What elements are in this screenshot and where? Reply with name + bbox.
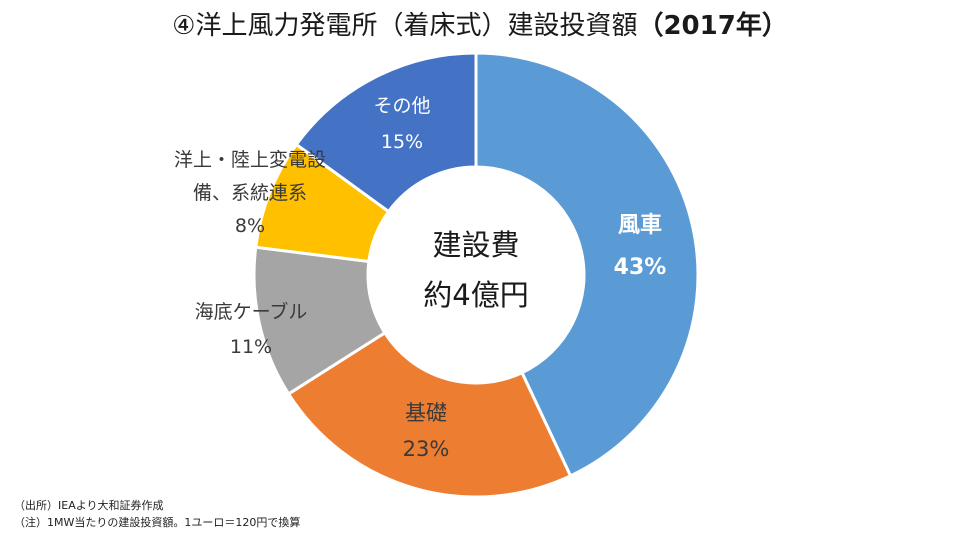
slice-4 — [294, 51, 478, 214]
donut-slices — [252, 51, 700, 499]
slice-label-0: 風車 — [618, 213, 662, 238]
slice-label-3: 洋上・陸上変電設 — [174, 149, 326, 171]
source-note: （出所）IEAより大和証券作成 — [14, 499, 164, 512]
slice-label-2: 海底ケーブル — [195, 300, 308, 323]
footnotes: （出所）IEAより大和証券作成 （注）1MW当たりの建設投資額。1ユーロ＝120… — [14, 497, 300, 531]
footnote: （注）1MW当たりの建設投資額。1ユーロ＝120円で換算 — [14, 516, 301, 529]
center-label-line-1: 約4億円 — [423, 278, 528, 312]
slice-0 — [474, 51, 700, 478]
slice-value-label-1: 23% — [403, 437, 450, 461]
slice-label-1: 基礎 — [405, 401, 447, 425]
slice-value-label-3: 8% — [235, 215, 265, 237]
slice-1 — [286, 330, 573, 499]
slice-value-label-2: 11% — [230, 336, 272, 358]
chart-title: ④洋上風力発電所（着床式）建設投資額（2017年） — [0, 6, 960, 46]
slice-value-label-0: 43% — [614, 255, 667, 280]
chart-title-main: ④洋上風力発電所（着床式）建設投資額 — [172, 11, 638, 41]
slice-label-3: 備、系統連系 — [193, 182, 307, 204]
slice-value-label-4: 15% — [381, 131, 423, 153]
slice-label-4: その他 — [373, 95, 430, 117]
chart-title-year: （2017年） — [637, 11, 788, 41]
center-label-line-0: 建設費 — [432, 228, 519, 262]
